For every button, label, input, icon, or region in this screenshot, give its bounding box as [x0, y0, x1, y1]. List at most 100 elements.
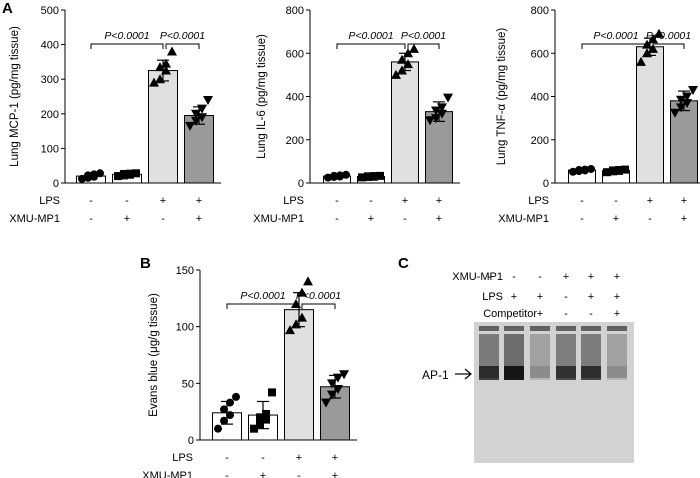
condition-label: LPS [172, 452, 193, 464]
condition-sign: + [196, 213, 202, 225]
y-tick-label: 100 [41, 143, 59, 155]
panel-label-b: B [140, 255, 151, 272]
data-point [587, 164, 595, 173]
gel-well [581, 326, 601, 331]
condition-sign: + [160, 195, 166, 207]
condition-sign: - [89, 195, 93, 207]
y-tick-label: 200 [286, 135, 304, 147]
condition-label: LPS [528, 195, 549, 207]
gel-image [474, 322, 634, 463]
data-point [609, 166, 617, 175]
significance-bracket [226, 303, 300, 309]
data-point [569, 167, 577, 176]
bar [636, 46, 664, 184]
gel-condition-sign: - [564, 308, 568, 320]
il6-chart: 0 200 400 600 800 Lung IL-6 (pg/mg tissue) P<0… [253, 5, 460, 225]
condition-sign: - [614, 195, 618, 207]
condition-sign: + [613, 213, 619, 225]
y-tick-label: 400 [531, 92, 549, 104]
y-tick-label: 0 [53, 178, 59, 190]
y-tick-label: 800 [531, 5, 549, 17]
data-point [226, 398, 234, 407]
data-point [203, 95, 213, 105]
data-point [78, 174, 86, 183]
condition-label: XMU-MP1 [142, 470, 193, 478]
y-tick-label: 600 [531, 48, 549, 60]
gel-band [607, 366, 627, 380]
evans-blue-chart: 0 50 100 150 Evans blue (μg/g tissue) P<0.000… [142, 265, 357, 478]
y-tick-label: 0 [188, 435, 194, 447]
data-point [324, 173, 332, 182]
condition-label: XMU-MP1 [9, 213, 60, 225]
condition-sign: - [225, 452, 229, 464]
gel-well [479, 326, 499, 331]
data-point [339, 370, 349, 380]
gel-condition-sign: - [512, 271, 516, 283]
gel-band [556, 366, 576, 380]
data-point [232, 392, 240, 401]
data-point [321, 398, 331, 408]
data-point [262, 415, 270, 424]
y-tick-label: 100 [176, 322, 194, 334]
significance-bracket [301, 303, 336, 309]
y-axis-label: Evans blue (μg/g tissue) [148, 293, 160, 417]
y-tick-label: 600 [286, 48, 304, 60]
data-point [220, 405, 228, 414]
data-point [425, 116, 435, 126]
condition-sign: - [403, 213, 407, 225]
condition-sign: - [89, 213, 93, 225]
data-point [262, 409, 270, 418]
gel-condition-label: XMU-MP1 [452, 271, 503, 283]
p-value-label: P<0.0001 [401, 30, 446, 42]
panel-label-c: C [398, 255, 409, 272]
data-point [391, 69, 401, 79]
condition-label: XMU-MP1 [498, 213, 549, 225]
data-point [220, 416, 228, 425]
condition-sign: - [335, 213, 339, 225]
gel-condition-label: LPS [482, 291, 503, 303]
emsa-gel-panel: XMU-MP1- - - + + +LPS + + - + +Competitor + - - + AP-1 [422, 271, 634, 463]
data-point [185, 121, 195, 131]
data-point [256, 420, 264, 429]
gel-condition-sign: - [538, 271, 542, 283]
condition-sign: + [260, 470, 266, 478]
p-value-label: P<0.0001 [646, 30, 691, 42]
condition-sign: + [681, 195, 687, 207]
data-point [376, 171, 384, 180]
data-point [364, 172, 372, 181]
gel-well [530, 326, 550, 331]
bar [148, 70, 178, 184]
p-value-label: P<0.0001 [296, 290, 341, 302]
gel-condition-sign: + [614, 291, 620, 303]
y-axis-label: Lung MCP-1 (pg/mg tissue) [9, 26, 21, 167]
data-point [84, 171, 92, 180]
data-point [268, 388, 276, 397]
gel-condition-sign: + [563, 271, 569, 283]
gel-band-label: AP-1 [422, 368, 449, 382]
data-point [358, 173, 366, 182]
gel-lanes [479, 326, 627, 380]
significance-bracket [652, 43, 685, 49]
p-value-label: P<0.0001 [240, 290, 285, 302]
condition-sign: - [648, 213, 652, 225]
data-point [226, 411, 234, 420]
data-point [120, 170, 128, 179]
data-point [250, 424, 258, 433]
y-axis-label: Lung IL-6 (pg/mg tissue) [256, 34, 268, 159]
condition-sign: - [261, 452, 265, 464]
data-point [409, 43, 419, 53]
y-tick-label: 300 [41, 74, 59, 86]
gel-condition-sign: + [588, 271, 594, 283]
condition-sign: + [368, 213, 374, 225]
condition-sign: + [196, 195, 202, 207]
data-point [342, 170, 350, 179]
gel-band-arrow-icon [455, 368, 472, 380]
condition-sign: - [225, 470, 229, 478]
gel-condition-sign: - [487, 271, 491, 283]
condition-sign: - [580, 213, 584, 225]
p-value-label: P<0.0001 [104, 30, 149, 42]
data-point [126, 169, 134, 178]
y-tick-label: 50 [182, 378, 194, 390]
gel-band [581, 366, 601, 380]
y-tick-label: 200 [41, 109, 59, 121]
